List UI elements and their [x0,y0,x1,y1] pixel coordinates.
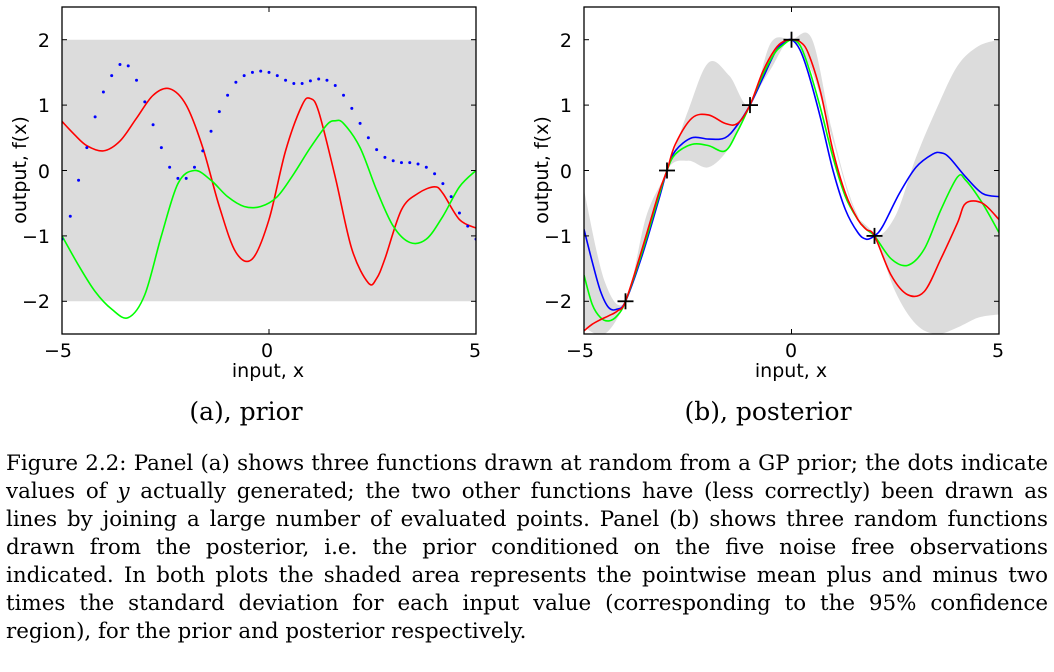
ticks-b [583,7,1000,334]
sample-dot [333,83,337,87]
x-tick-label: 5 [469,340,481,362]
x-axis-label: input, x [232,360,304,382]
sample-dot [93,115,97,119]
y-tick-label: −1 [22,226,50,248]
sample-dot [275,74,279,78]
sample-dot [151,123,155,127]
sample-dot [126,64,130,68]
x-tick-label: 0 [785,340,797,362]
sample-dot [350,106,354,110]
x-axis-label: input, x [755,360,827,382]
sample-dot [383,155,387,159]
y-tick-label: −2 [22,291,50,313]
sample-dot [101,90,105,94]
sample-dot [259,69,263,73]
sample-dot [68,214,72,218]
figure-caption: Figure 2.2: Panel (a) shows three functi… [6,450,1048,646]
x-tick-label: 0 [261,340,273,362]
sample-dot [159,146,163,150]
sample-dot [466,224,470,228]
sample-dot [135,78,139,82]
sample-dot [234,80,238,84]
series-line-red [584,38,999,332]
confidence-band [62,39,476,302]
y-tick-label: 1 [560,95,572,117]
caption-text-part1: Figure 2.2: Panel (a) shows three functi… [6,451,1048,504]
y-tick-label: −1 [544,226,572,248]
sample-dot [317,77,321,81]
sample-dot [242,74,246,78]
series-line-red [62,87,476,286]
sample-dot [226,93,230,97]
y-tick-label: 1 [38,95,50,117]
sample-dot [168,165,172,169]
sample-dot [408,161,412,165]
y-axis-label: output, f(x) [531,116,553,224]
sample-dot [110,74,114,78]
sample-dot [416,162,420,166]
ticks-a [61,7,477,334]
sample-dot [143,100,147,104]
observation-marker [742,97,758,114]
panel-a: 2 1 0 −1 −2 −5 0 5 input, x output, f(x)… [9,6,481,426]
sample-dot [391,159,395,163]
sample-dot [375,148,379,152]
sample-dot [201,149,205,153]
sample-dot [308,79,312,83]
confidence-band [584,32,999,334]
panel-caption-b: (b), posterior [684,397,851,426]
sample-dot [292,82,296,86]
sample-dot [366,136,370,140]
y-tick-label: 0 [560,161,572,183]
y-tick-label: 2 [38,30,50,52]
sample-dot [424,165,428,169]
plot-area-b [584,31,999,334]
plot-area-a [62,39,476,319]
sample-dot [85,146,89,150]
sample-dot [342,93,346,97]
x-tick-label: −5 [44,340,72,362]
sample-dot [457,211,461,215]
sample-dot [77,178,81,182]
observation-marker [783,31,800,48]
series-line-green [62,119,476,319]
sample-dot [192,165,196,169]
sample-dot [449,195,453,199]
y-tick-label: 2 [560,30,572,52]
y-tick-label: 0 [38,161,50,183]
panel-caption-a: (a), prior [189,397,302,426]
sample-dot [300,82,304,86]
caption-variable-y: y [117,479,130,504]
sample-dot [267,70,271,74]
y-tick-label: −2 [544,291,572,313]
sample-dot [118,63,122,67]
sample-dot [209,129,213,133]
sample-dot [358,121,362,125]
sample-dot [441,182,445,186]
observation-marker [617,293,634,310]
sample-dot [325,78,329,82]
sample-dot [217,110,221,114]
sample-dot [399,161,403,165]
sample-dot [433,172,437,176]
observation-marker [659,162,675,179]
y-axis-label: output, f(x) [9,116,31,224]
sample-dot [250,70,254,74]
x-tick-label: −5 [566,340,594,362]
sample-dot [184,176,188,180]
sample-dot [176,176,180,180]
caption-text-part2: actually generated; the two other functi… [6,479,1048,644]
x-tick-label: 5 [992,340,1004,362]
observation-marker [866,227,883,244]
panel-b: 2 1 0 −1 −2 −5 0 5 input, x output, f(x)… [531,6,1004,426]
figure: 2 1 0 −1 −2 −5 0 5 input, x output, f(x)… [9,6,1004,426]
sample-dot [284,78,288,82]
